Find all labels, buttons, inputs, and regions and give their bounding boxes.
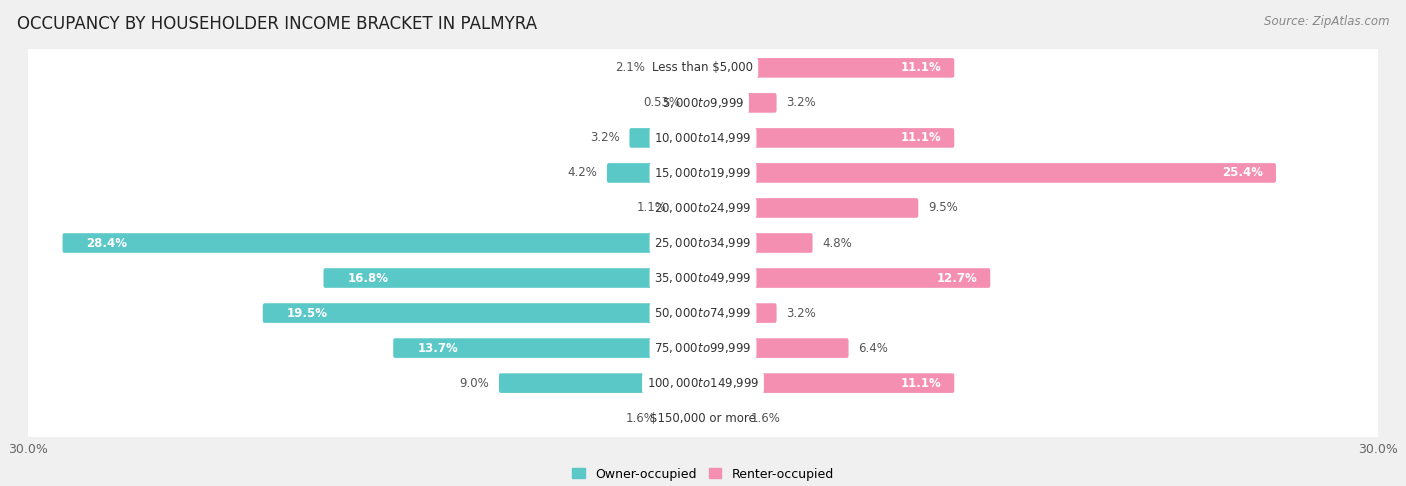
FancyBboxPatch shape [25, 294, 1381, 332]
FancyBboxPatch shape [263, 303, 704, 323]
FancyBboxPatch shape [62, 233, 704, 253]
FancyBboxPatch shape [630, 128, 704, 148]
Text: 11.1%: 11.1% [901, 131, 942, 144]
Text: OCCUPANCY BY HOUSEHOLDER INCOME BRACKET IN PALMYRA: OCCUPANCY BY HOUSEHOLDER INCOME BRACKET … [17, 15, 537, 33]
FancyBboxPatch shape [702, 163, 1277, 183]
Text: 4.8%: 4.8% [823, 237, 852, 249]
Text: $10,000 to $14,999: $10,000 to $14,999 [654, 131, 752, 145]
FancyBboxPatch shape [499, 373, 704, 393]
FancyBboxPatch shape [702, 338, 849, 358]
FancyBboxPatch shape [607, 163, 704, 183]
Text: 6.4%: 6.4% [858, 342, 889, 355]
Text: 2.1%: 2.1% [614, 61, 644, 74]
Text: Less than $5,000: Less than $5,000 [652, 61, 754, 74]
FancyBboxPatch shape [702, 373, 955, 393]
Text: 1.6%: 1.6% [626, 412, 655, 425]
Text: 28.4%: 28.4% [87, 237, 128, 249]
Text: 1.6%: 1.6% [751, 412, 780, 425]
FancyBboxPatch shape [676, 198, 704, 218]
FancyBboxPatch shape [25, 119, 1381, 157]
Text: $15,000 to $19,999: $15,000 to $19,999 [654, 166, 752, 180]
Text: 19.5%: 19.5% [287, 307, 328, 320]
Text: 4.2%: 4.2% [568, 166, 598, 179]
FancyBboxPatch shape [702, 93, 776, 113]
Text: $100,000 to $149,999: $100,000 to $149,999 [647, 376, 759, 390]
FancyBboxPatch shape [702, 58, 955, 78]
FancyBboxPatch shape [25, 154, 1381, 192]
Text: $75,000 to $99,999: $75,000 to $99,999 [654, 341, 752, 355]
FancyBboxPatch shape [25, 364, 1381, 402]
FancyBboxPatch shape [654, 58, 704, 78]
Legend: Owner-occupied, Renter-occupied: Owner-occupied, Renter-occupied [568, 463, 838, 486]
Text: $5,000 to $9,999: $5,000 to $9,999 [662, 96, 744, 110]
Text: $150,000 or more: $150,000 or more [650, 412, 756, 425]
Text: 9.5%: 9.5% [928, 202, 957, 214]
FancyBboxPatch shape [702, 198, 918, 218]
Text: 25.4%: 25.4% [1222, 166, 1263, 179]
Text: 3.2%: 3.2% [786, 307, 815, 320]
Text: $20,000 to $24,999: $20,000 to $24,999 [654, 201, 752, 215]
FancyBboxPatch shape [25, 224, 1381, 262]
FancyBboxPatch shape [323, 268, 704, 288]
FancyBboxPatch shape [25, 259, 1381, 297]
Text: 0.53%: 0.53% [643, 96, 681, 109]
FancyBboxPatch shape [702, 233, 813, 253]
Text: $35,000 to $49,999: $35,000 to $49,999 [654, 271, 752, 285]
FancyBboxPatch shape [25, 189, 1381, 227]
Text: 16.8%: 16.8% [347, 272, 388, 284]
FancyBboxPatch shape [702, 408, 741, 428]
Text: 11.1%: 11.1% [901, 377, 942, 390]
FancyBboxPatch shape [394, 338, 704, 358]
FancyBboxPatch shape [25, 84, 1381, 122]
Text: 11.1%: 11.1% [901, 61, 942, 74]
FancyBboxPatch shape [702, 303, 776, 323]
FancyBboxPatch shape [702, 128, 955, 148]
FancyBboxPatch shape [689, 93, 704, 113]
Text: 12.7%: 12.7% [936, 272, 977, 284]
Text: 3.2%: 3.2% [591, 131, 620, 144]
Text: Source: ZipAtlas.com: Source: ZipAtlas.com [1264, 15, 1389, 28]
FancyBboxPatch shape [665, 408, 704, 428]
Text: 1.1%: 1.1% [637, 202, 666, 214]
Text: $50,000 to $74,999: $50,000 to $74,999 [654, 306, 752, 320]
FancyBboxPatch shape [25, 49, 1381, 87]
FancyBboxPatch shape [25, 399, 1381, 437]
Text: 13.7%: 13.7% [418, 342, 458, 355]
Text: $25,000 to $34,999: $25,000 to $34,999 [654, 236, 752, 250]
Text: 3.2%: 3.2% [786, 96, 815, 109]
FancyBboxPatch shape [25, 329, 1381, 367]
Text: 9.0%: 9.0% [460, 377, 489, 390]
FancyBboxPatch shape [702, 268, 990, 288]
